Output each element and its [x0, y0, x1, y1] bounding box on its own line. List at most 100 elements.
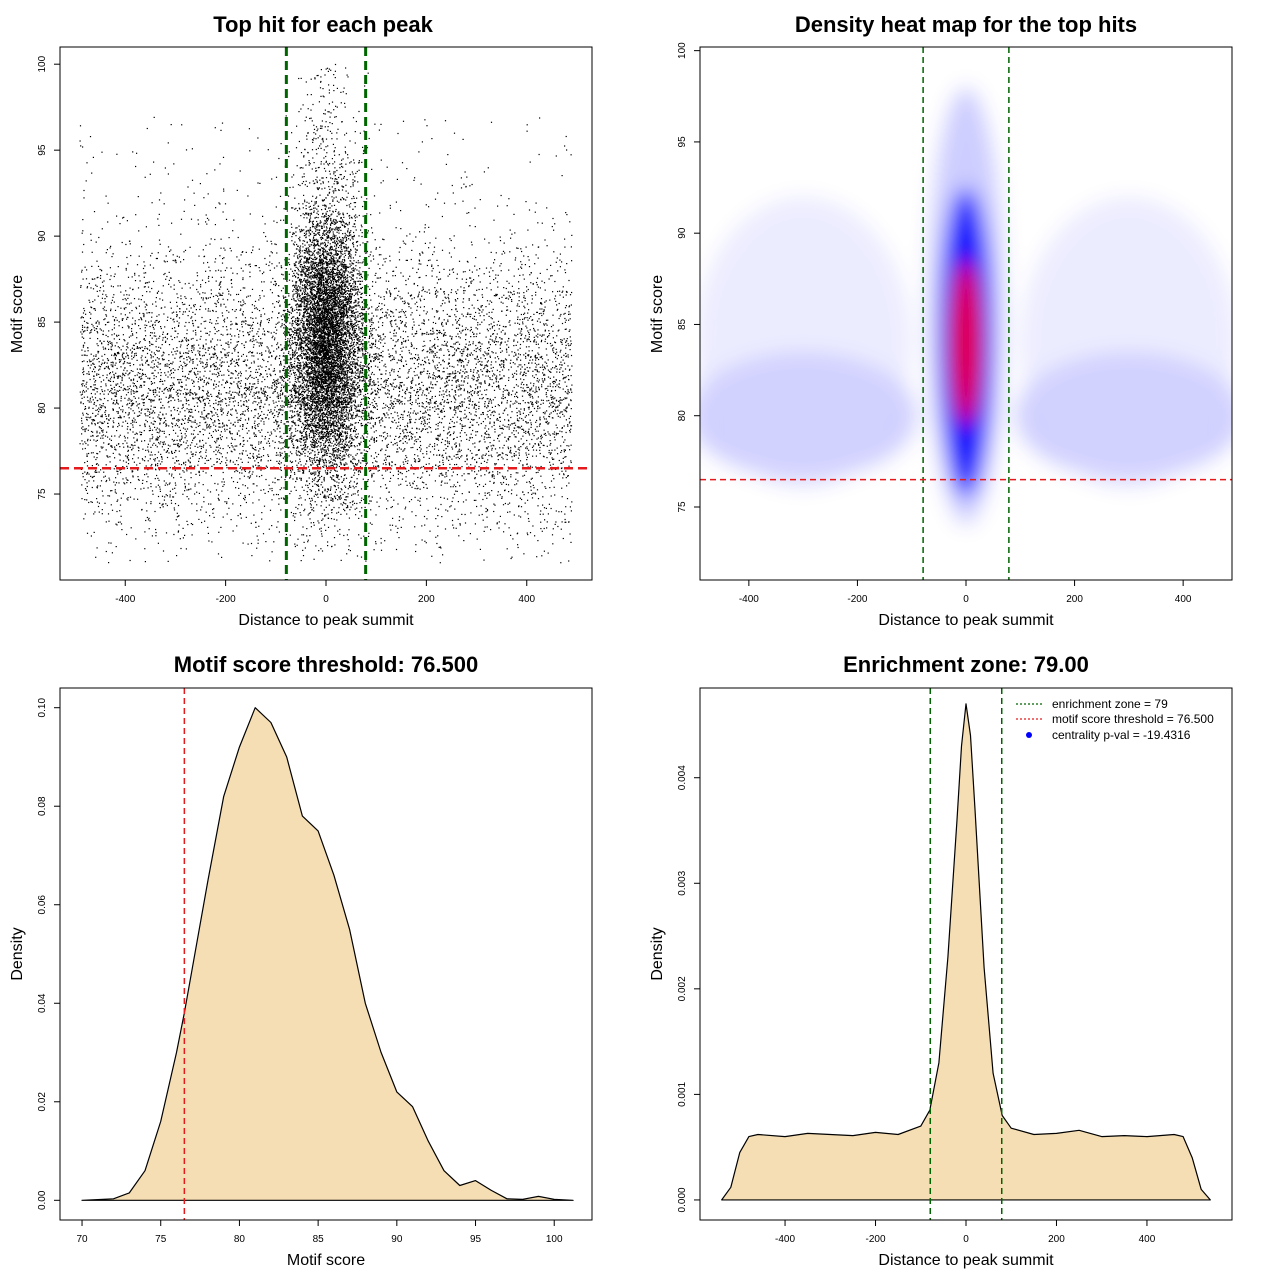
- data-point: [495, 252, 497, 254]
- data-point: [353, 351, 355, 353]
- data-point: [459, 372, 461, 374]
- data-point: [93, 327, 95, 329]
- data-point: [244, 383, 247, 385]
- data-point: [521, 428, 523, 430]
- data-point: [387, 392, 389, 394]
- data-point: [383, 296, 385, 298]
- data-point: [420, 183, 422, 185]
- data-point: [512, 375, 515, 377]
- data-point: [374, 407, 376, 409]
- data-point: [210, 475, 212, 477]
- data-point: [304, 357, 306, 359]
- data-point: [420, 416, 422, 419]
- data-point: [410, 392, 412, 394]
- data-point: [159, 435, 161, 437]
- data-point: [269, 261, 271, 263]
- data-point: [222, 399, 224, 401]
- data-point: [105, 410, 107, 412]
- data-point: [325, 396, 327, 399]
- data-point: [120, 409, 122, 411]
- data-point: [362, 436, 365, 438]
- data-point: [374, 356, 377, 358]
- data-point: [494, 411, 496, 413]
- data-point: [341, 435, 343, 437]
- data-point: [129, 429, 131, 431]
- data-point: [548, 335, 550, 337]
- data-point: [122, 372, 124, 374]
- data-point: [361, 403, 363, 406]
- data-point: [398, 395, 400, 397]
- data-point: [168, 452, 170, 454]
- data-point: [454, 414, 456, 416]
- data-point: [86, 373, 88, 375]
- data-point: [218, 373, 220, 375]
- data-point: [234, 449, 236, 451]
- data-point: [117, 521, 120, 523]
- data-point: [404, 341, 407, 343]
- data-point: [173, 439, 176, 441]
- data-point: [246, 401, 248, 403]
- data-point: [79, 140, 81, 142]
- data-point: [106, 374, 108, 376]
- data-point: [357, 491, 359, 493]
- data-point: [491, 370, 493, 372]
- data-point: [409, 412, 412, 414]
- data-point: [473, 369, 475, 371]
- data-point: [135, 386, 138, 388]
- data-point: [562, 286, 564, 288]
- data-point: [178, 322, 180, 324]
- data-point: [531, 438, 533, 441]
- data-point: [430, 402, 432, 404]
- data-point: [532, 414, 534, 416]
- data-point: [522, 464, 524, 466]
- data-point: [537, 246, 539, 248]
- data-point: [533, 376, 535, 379]
- data-point: [401, 396, 403, 398]
- data-point: [385, 380, 387, 382]
- data-point: [170, 502, 173, 504]
- data-point: [89, 397, 91, 399]
- data-point: [134, 444, 136, 446]
- data-point: [476, 328, 479, 330]
- data-point: [443, 371, 445, 373]
- data-point: [398, 316, 400, 318]
- data-point: [348, 294, 350, 296]
- data-point: [166, 504, 168, 507]
- data-point: [388, 290, 391, 292]
- data-point: [429, 451, 432, 453]
- data-point: [460, 449, 462, 451]
- data-point: [443, 293, 446, 295]
- data-point: [375, 393, 377, 395]
- data-point: [280, 219, 282, 221]
- data-point: [537, 443, 540, 445]
- data-point: [168, 367, 171, 369]
- data-point: [115, 362, 117, 364]
- data-point: [276, 348, 278, 350]
- data-point: [119, 361, 121, 363]
- data-point: [118, 334, 120, 336]
- data-point: [182, 406, 184, 408]
- data-point: [204, 409, 206, 411]
- data-point: [291, 410, 293, 412]
- data-point: [83, 243, 85, 246]
- data-point: [157, 290, 160, 292]
- data-point: [221, 262, 224, 264]
- data-point: [473, 315, 476, 317]
- data-point: [249, 374, 252, 376]
- data-point: [174, 260, 176, 262]
- data-point: [158, 432, 160, 434]
- data-point: [308, 315, 310, 317]
- data-point: [158, 213, 160, 215]
- data-point: [91, 419, 93, 421]
- data-point: [505, 314, 507, 316]
- data-point: [210, 419, 213, 421]
- data-point: [555, 424, 557, 426]
- data-point: [395, 266, 397, 268]
- data-point: [100, 446, 102, 448]
- data-point: [403, 411, 405, 413]
- data-point: [173, 377, 175, 379]
- data-point: [83, 307, 85, 310]
- data-point: [261, 352, 263, 354]
- data-point: [122, 384, 125, 386]
- data-point: [385, 315, 387, 317]
